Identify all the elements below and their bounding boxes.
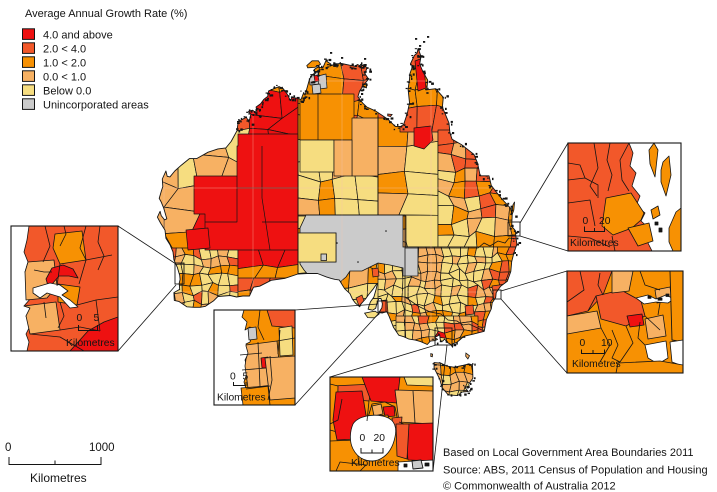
- svg-text:Average Annual Growth Rate (%): Average Annual Growth Rate (%): [25, 8, 187, 20]
- svg-text:0: 0: [230, 372, 236, 383]
- svg-text:1.0 < 2.0: 1.0 < 2.0: [43, 57, 86, 69]
- svg-text:0.0 < 1.0: 0.0 < 1.0: [43, 71, 86, 83]
- svg-text:Kilometres: Kilometres: [217, 393, 266, 404]
- svg-text:0: 0: [580, 338, 586, 349]
- svg-text:Kilometres: Kilometres: [570, 238, 619, 249]
- svg-text:0: 0: [5, 442, 11, 454]
- svg-text:10: 10: [601, 338, 613, 349]
- svg-text:Unincorporated areas: Unincorporated areas: [43, 99, 149, 111]
- svg-text:Kilometres: Kilometres: [66, 338, 115, 349]
- svg-text:Source: ABS, 2011 Census of Po: Source: ABS, 2011 Census of Population a…: [443, 465, 708, 477]
- svg-text:5: 5: [94, 313, 100, 324]
- svg-text:Below 0.0: Below 0.0: [43, 85, 91, 97]
- svg-text:0: 0: [360, 433, 366, 444]
- svg-text:Kilometres: Kilometres: [572, 359, 621, 370]
- svg-text:2.0 < 4.0: 2.0 < 4.0: [43, 43, 86, 55]
- svg-text:0: 0: [583, 216, 589, 227]
- svg-text:5: 5: [243, 372, 249, 383]
- svg-text:4.0 and above: 4.0 and above: [43, 29, 113, 41]
- svg-text:Kilometres: Kilometres: [351, 458, 400, 469]
- svg-text:20: 20: [374, 433, 386, 444]
- svg-text:Kilometres: Kilometres: [30, 471, 87, 485]
- svg-text:Based on Local Government Area: Based on Local Government Area Boundarie…: [443, 447, 694, 459]
- svg-text:1000: 1000: [89, 442, 115, 454]
- svg-text:0: 0: [77, 313, 83, 324]
- svg-text:20: 20: [599, 216, 611, 227]
- svg-text:© Commonwealth of Australia 20: © Commonwealth of Australia 2012: [443, 481, 616, 492]
